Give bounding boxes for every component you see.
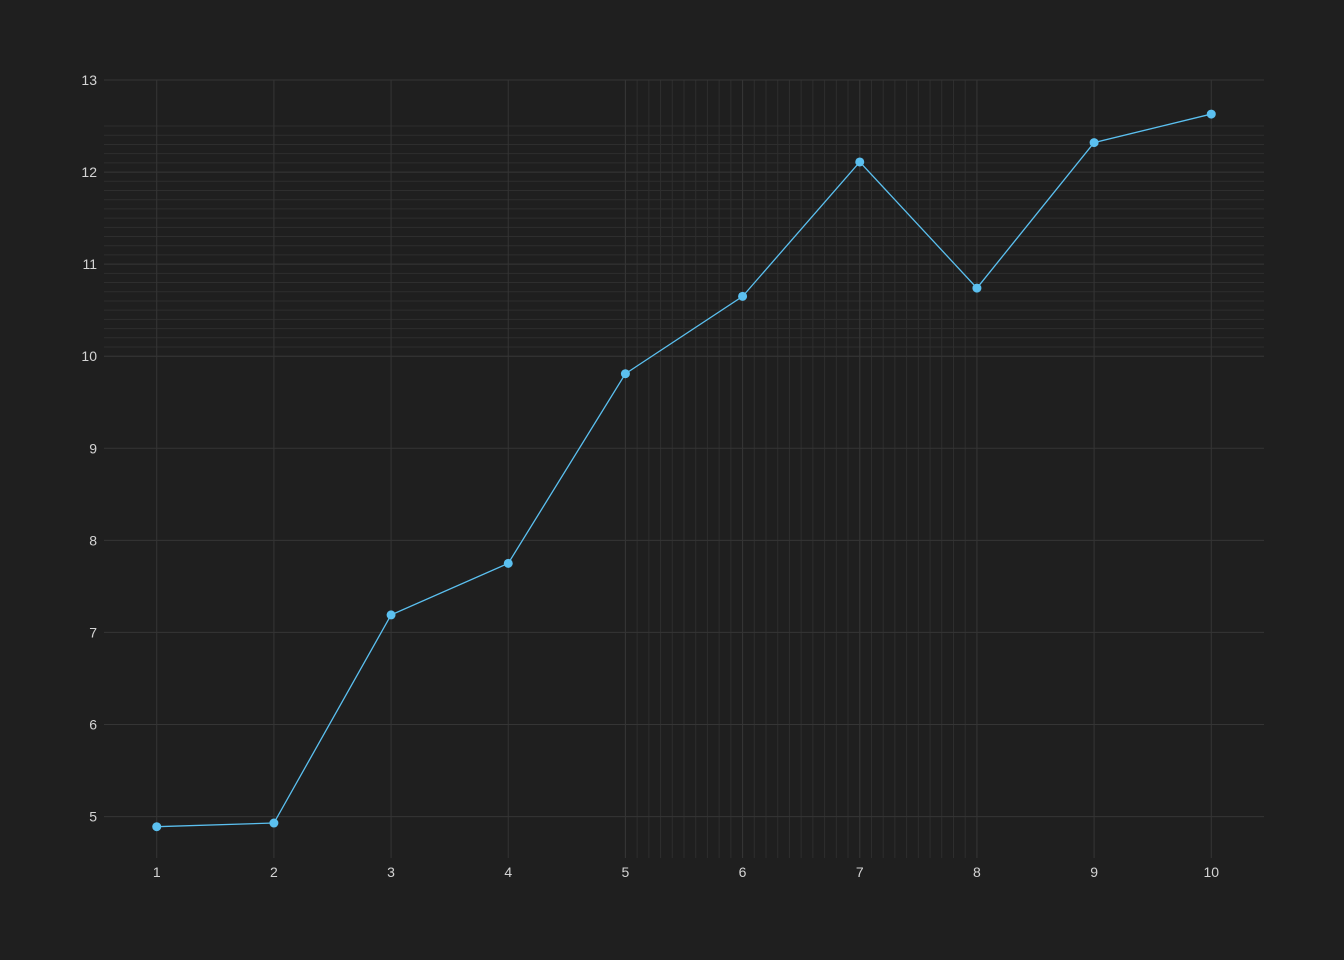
y-tick-label: 6 [89,716,97,732]
y-tick-label: 9 [89,440,97,456]
x-tick-label: 9 [1090,864,1098,880]
x-tick-label: 1 [153,864,161,880]
data-point [503,558,513,568]
major-gridlines [104,79,1264,858]
data-point [152,822,162,832]
y-axis-tick-labels: 5 6 7 8 9 10 11 12 13 [81,72,97,825]
data-point [620,369,630,379]
data-point [386,610,396,620]
data-point [269,818,279,828]
y-tick-label: 10 [81,348,97,364]
x-tick-label: 3 [387,864,395,880]
y-tick-label: 11 [82,256,97,272]
y-tick-label: 8 [89,532,97,548]
x-tick-label: 10 [1203,864,1219,880]
minor-gridlines [104,80,1264,858]
series-line [156,113,1212,828]
x-axis-tick-labels: 1 2 3 4 5 6 7 8 9 10 [153,864,1219,880]
data-point [1206,109,1216,119]
y-tick-label: 12 [81,164,97,180]
data-point [738,291,748,301]
y-tick-label: 13 [81,72,97,88]
data-point [855,157,865,167]
x-tick-label: 5 [622,864,630,880]
x-tick-label: 7 [856,864,864,880]
data-point [1089,138,1099,148]
x-tick-label: 6 [739,864,747,880]
x-tick-label: 8 [973,864,981,880]
x-tick-label: 2 [270,864,278,880]
series-group [152,109,1216,832]
y-tick-label: 5 [89,809,97,825]
y-tick-label: 7 [89,624,97,640]
x-tick-label: 4 [504,864,512,880]
data-point [972,283,982,293]
